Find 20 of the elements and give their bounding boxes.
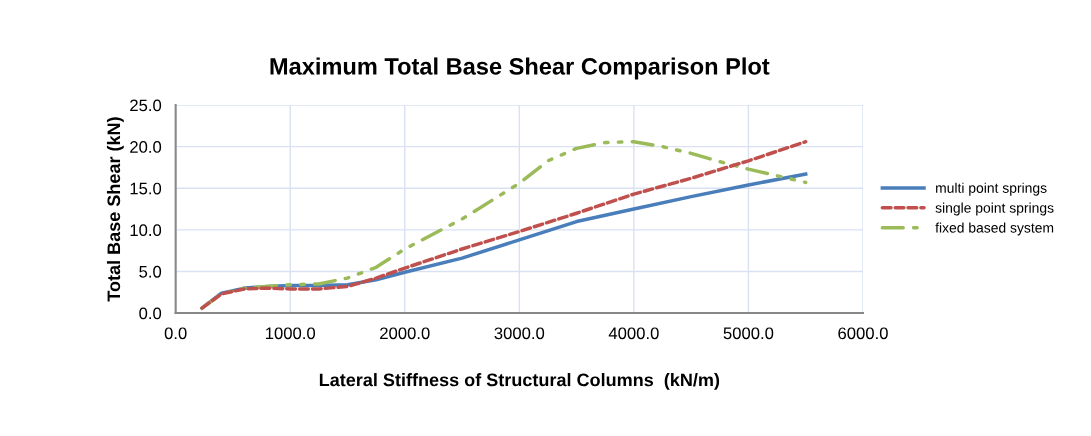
y-tick-label: 10.0 [130,224,162,237]
y-tick-label: 20.0 [130,141,162,153]
y-tick-label: 15.0 [130,182,162,195]
line-series [200,139,808,310]
x-tick-label: 3000.0 [494,327,545,340]
legend-label: multi point springs [936,182,1047,196]
x-tick-label: 6000.0 [838,327,888,340]
x-tick-label: 2000.0 [380,327,430,340]
y-tick-label: 25.0 [130,99,162,112]
x-tick-label: 4000.0 [608,327,659,340]
y-tick-label: 5.0 [139,265,162,278]
y-axis-title: Total Base Shear (kN) [106,117,124,302]
legend-label: fixed based system [935,222,1054,236]
legend-label: single point springs [935,202,1054,216]
chart-title: Maximum Total Base Shear Comparison Plot [270,57,770,80]
x-tick-label: 0.0 [164,327,187,340]
x-tick-label: 1000.0 [265,327,316,340]
x-axis-title: Lateral Stiffness of Structural Columns (kN/m) [319,373,720,390]
x-tick-label: 5000.0 [723,327,774,340]
y-tick-label: 0.0 [139,307,162,320]
